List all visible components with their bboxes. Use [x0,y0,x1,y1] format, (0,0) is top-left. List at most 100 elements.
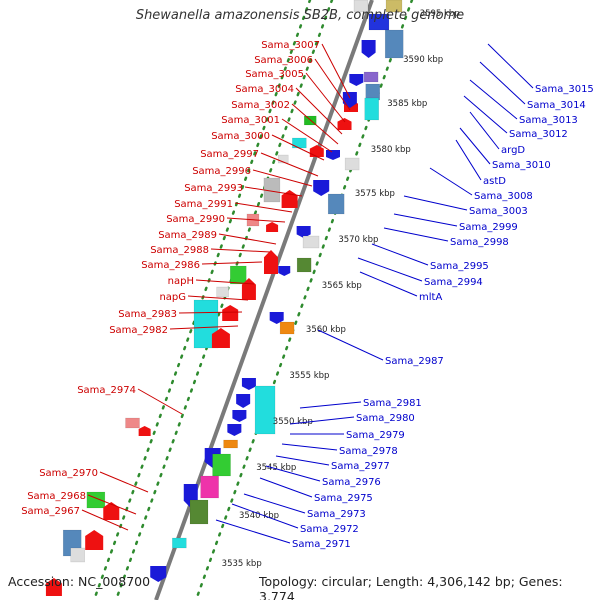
right-feature-11 [313,180,330,196]
leader-line-right [243,493,306,514]
right-feature-20 [236,394,251,408]
gene-label-left: Sama_2970 [39,468,98,479]
leader-line-left [87,494,137,515]
left-feature-18 [125,417,140,429]
gene-label-right: Sama_3008 [474,191,533,202]
leader-line-left [314,58,351,111]
gene-label-right: Sama_2978 [339,446,398,457]
gene-label-right: Sama_2973 [307,509,366,520]
gene-label-right: argD [501,145,525,156]
gene-label-left: Sama_3004 [235,84,294,95]
leader-line-left [291,103,339,145]
gene-label-left: Sama_2983 [118,309,177,320]
leader-line-right [281,443,338,451]
gene-label-right: Sama_2994 [424,277,483,288]
leader-line-left [195,279,255,285]
gene-label-left: Sama_2974 [77,385,136,396]
left-feature-21 [103,502,120,520]
leader-line-left [260,152,319,177]
leader-line-left [218,233,277,245]
left-feature-25 [45,578,62,596]
scale-label: 3580 kbp [371,145,411,155]
gene-label-right: mltA [419,292,442,303]
gene-label-right: Sama_2977 [331,461,390,472]
gene-label-right: Sama_2987 [385,356,444,367]
left-feature-2 [337,118,352,130]
scale-label: 3570 kbp [338,235,378,245]
leader-line-left [321,43,351,99]
leader-line-right [289,416,355,425]
leader-line-right [275,455,330,466]
scale-label: 3585 kbp [387,99,427,109]
right-feature-0 [385,0,403,13]
leader-line-right [357,257,423,282]
gene-label-left: Sama_2996 [192,166,251,177]
scale-label: 3550 kbp [273,417,313,427]
right-feature-12 [327,193,345,215]
gene-label-right: Sama_3015 [535,84,594,95]
gene-label-left: Sama_2993 [184,183,243,194]
leader-line-left [295,87,343,135]
gene-label-left: Sama_2982 [109,325,168,336]
right-feature-22 [232,410,247,422]
gene-label-left: Sama_2991 [174,199,233,210]
scale-label: 3575 kbp [355,189,395,199]
leader-line-left [201,261,263,265]
leader-line-right [299,401,362,409]
right-feature-17 [269,312,284,324]
leader-line-left [271,134,325,161]
leader-line-right [403,195,468,211]
leader-line-right [371,243,429,266]
right-feature-15 [296,257,312,273]
leader-line-left [81,509,129,531]
gene-label-left: Sama_3007 [261,40,320,51]
gene-label-left: Sama_2986 [141,260,200,271]
right-feature-5 [349,74,364,86]
gene-label-right: Sama_2998 [450,237,509,248]
leader-line-right [317,329,384,361]
gene-label-right: Sama_3012 [509,129,568,140]
right-feature-1 [368,13,390,31]
left-feature-11 [264,250,278,274]
left-feature-19 [138,426,151,436]
left-feature-5 [309,145,324,157]
left-feature-20 [86,491,106,509]
gene-label-right: Sama_2975 [314,493,373,504]
scale-label: 3555 kbp [289,371,329,381]
gene-label-left: napH [168,276,194,287]
left-feature-23 [85,530,104,550]
left-feature-6 [277,154,289,164]
gene-label-right: astD [483,176,506,187]
right-feature-31 [150,566,167,582]
right-feature-29 [189,499,209,525]
left-dotted-line [92,0,312,600]
leader-line-left [305,72,346,123]
leader-line-left [226,217,286,223]
gene-label-right: Sama_3013 [519,115,578,126]
gene-label-left: Sama_2968 [27,491,86,502]
scale-label: 3595 kbp [420,9,460,19]
gene-label-right: Sama_2980 [356,413,415,424]
gene-label-left: Sama_3000 [211,131,270,142]
leader-line-right [459,127,491,165]
leader-line-left [187,295,249,301]
left-feature-4 [292,137,307,149]
gene-label-right: Sama_2971 [292,539,351,550]
leader-line-right [429,167,473,196]
gene-label-right: Sama_2976 [322,477,381,488]
map-title: Shewanella amazonensis SB2B, complete ge… [135,8,465,23]
gene-label-left: Sama_2989 [158,230,217,241]
gene-label-left: Sama_2988 [150,245,209,256]
right-feature-4 [363,71,379,83]
leader-line-right [359,271,418,297]
leader-line-left [99,471,149,493]
topology-summary: Topology: circular; Length: 4,306,142 bp… [259,574,563,600]
right-feature-18 [279,321,295,335]
right-feature-21 [254,385,276,435]
right-feature-3 [361,40,376,58]
accession-text: Accession: NC_008700 [8,574,151,589]
leader-line-left [178,311,243,314]
gene-label-left: napG [159,292,186,303]
